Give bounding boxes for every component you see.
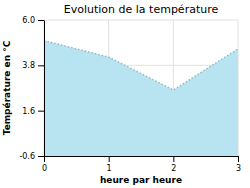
tick: 1	[107, 156, 112, 173]
grid-line-x	[44, 20, 45, 156]
tick-label: 0	[42, 164, 47, 173]
tick: 3	[236, 156, 241, 173]
tick-label: 1	[107, 164, 112, 173]
tick-mark	[238, 156, 239, 162]
x-axis-title: heure par heure	[100, 175, 182, 185]
area	[44, 41, 238, 156]
chart: 0 1 2 3 -0.6 1.6 3.8 6.0 Evolution de la tempéra…	[0, 0, 250, 188]
tick: 0	[42, 156, 47, 173]
tick-mark	[38, 111, 44, 112]
axis-line	[45, 156, 239, 157]
tick-label: 3.8	[22, 61, 35, 70]
line	[44, 41, 238, 90]
grid-line-y	[44, 20, 238, 21]
tick-mark	[38, 156, 44, 157]
tick-mark	[38, 65, 44, 66]
tick: -0.6	[19, 152, 44, 161]
title: Evolution de la température	[64, 3, 219, 16]
tick: 1.6	[22, 107, 44, 116]
axis-line	[44, 21, 45, 157]
y-axis-title: Température en °C	[2, 40, 12, 135]
x-axis: 0 1 2 3	[42, 156, 241, 173]
plot: 0 1 2 3 -0.6 1.6 3.8 6.0	[19, 16, 241, 173]
tick-label: 3	[236, 164, 241, 173]
marks	[44, 41, 238, 156]
tick: 3.8	[22, 61, 44, 70]
tick-mark	[173, 156, 174, 162]
tick-label: 6.0	[22, 16, 35, 25]
tick-mark	[44, 156, 45, 162]
tick-label: -0.6	[19, 152, 35, 161]
tick-mark	[109, 156, 110, 162]
tick-mark	[38, 20, 44, 21]
y-axis: -0.6 1.6 3.8 6.0	[19, 16, 44, 161]
tick-label: 1.6	[22, 107, 35, 116]
grid	[44, 20, 238, 156]
tick: 2	[171, 156, 176, 173]
tick-label: 2	[171, 164, 176, 173]
tick: 6.0	[22, 16, 44, 25]
